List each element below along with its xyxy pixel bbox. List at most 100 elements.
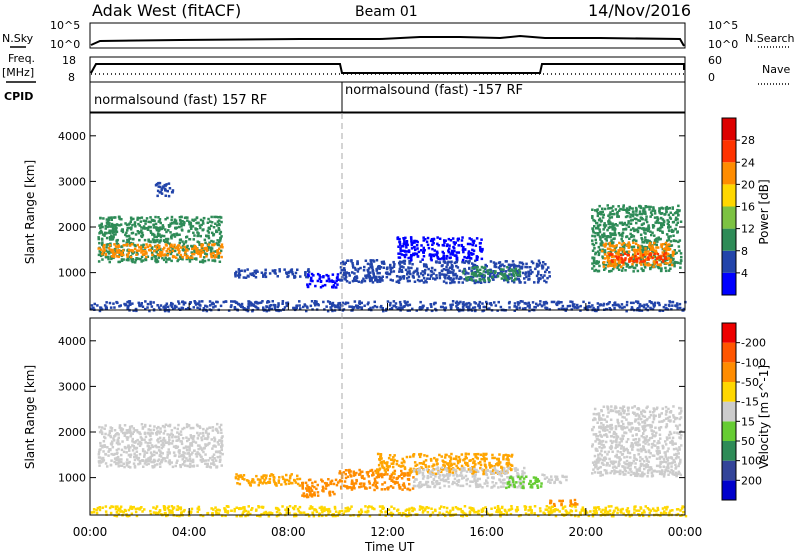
scatter-cell-5 [503,481,507,485]
scatter-cell-8 [679,266,682,269]
scatter-cell-1 [184,248,188,251]
scatter-cell-5 [386,266,389,269]
scatter-cell-6 [508,483,512,487]
scatter-cell-4 [393,458,396,462]
scatter-cell-4 [469,459,472,462]
scatter-cell-11 [449,303,452,307]
scatter-cell-1 [102,247,106,250]
scatter-cell-0 [176,459,179,462]
scatter-cell-0 [174,435,178,439]
scatter-cell-1 [197,250,201,253]
scatter-cell-1 [135,249,139,252]
scatter-cell-0 [162,234,166,238]
scatter-cell-6 [453,243,456,246]
scatter-cell-11 [507,302,511,305]
scatter-cell-0 [219,216,223,219]
scatter-cell-5 [401,275,404,278]
scatter-cell-0 [155,445,159,449]
scatter-cell-0 [141,427,145,430]
scatter-cell-9 [604,253,607,256]
scatter-cell-5 [509,273,513,276]
scatter-cell-0 [104,462,108,465]
scatter-cell-3 [293,276,296,279]
scatter-cell-5 [506,476,509,479]
scatter-cell-9 [639,246,642,250]
scatter-cell-0 [194,441,198,444]
scatter-cell-11 [164,304,167,307]
scatter-cell-0 [166,453,169,457]
scatter-cell-3 [363,482,366,485]
scatter-cell-8 [650,233,653,237]
scatter-cell-6 [445,257,448,260]
scatter-cell-0 [125,241,128,244]
scatter-cell-0 [121,440,124,443]
scatter-cell-6 [399,247,402,250]
scatter-cell-0 [123,433,126,436]
scatter-cell-0 [218,219,221,222]
scatter-cell-9 [620,248,624,251]
scatter-cell-6 [528,482,531,486]
scatter-cell-0 [218,455,222,458]
scatter-cell-5 [354,275,357,279]
scatter-cell-0 [156,238,159,242]
scatter-cell-11 [93,302,96,306]
scatter-cell-8 [629,215,632,219]
scatter-cell-0 [169,252,173,256]
scatter-cell-2 [336,481,340,484]
scatter-cell-8 [608,207,611,210]
scatter-cell-3 [402,474,406,478]
scatter-cell-8 [597,227,600,230]
scatter-cell-9 [631,262,634,266]
scatter-cell-0 [103,234,106,237]
scatter-cell-4 [509,468,513,472]
scatter-cell-5 [484,267,487,271]
scatter-cell-8 [639,216,643,219]
scatter-cell-0 [193,249,196,252]
scatter-cell-5 [525,275,528,279]
scatter-cell-3 [412,476,415,479]
scatter-cell-5 [522,471,525,475]
scatter-cell-3 [358,473,362,476]
scatter-cell-8 [671,207,674,210]
scatter-cell-2 [325,484,328,487]
scatter-cell-1 [205,248,208,251]
scatter-cell-0 [162,436,166,440]
scatter-cell-11 [565,307,568,311]
scatter-cell-0 [186,216,189,219]
scatter-cell-11 [579,304,582,308]
scatter-cell-0 [179,430,183,433]
scatter-cell-4 [321,284,324,288]
scatter-cell-5 [378,275,381,279]
scatter-cell-11 [167,310,170,313]
scatter-cell-0 [193,234,196,237]
scatter-cell-5 [351,264,355,267]
scatter-cell-8 [667,220,670,224]
scatter-cell-0 [189,460,192,463]
scatter-cell-8 [652,226,655,229]
scatter-cell-11 [467,306,471,309]
scatter-cell-8 [627,242,630,246]
scatter-cell-1 [145,252,148,255]
scatter-cell-4 [418,455,422,459]
scatter-cell-7 [483,266,487,269]
scatter-cell-8 [592,259,596,263]
scatter-cell-4 [393,454,396,457]
scatter-cell-1 [104,253,108,257]
scatter-cell-5 [454,469,457,472]
scatter-cell-4 [415,468,418,472]
scatter-cell-0 [154,257,157,261]
scatter-cell-0 [147,462,150,466]
scatter-cell-4 [507,458,510,461]
scatter-cell-1 [255,474,258,478]
scatter-cell-11 [632,301,635,305]
scatter-cell-5 [418,486,421,489]
scatter-cell-5 [374,279,377,282]
scatter-cell-11 [140,302,143,305]
scatter-cell-9 [667,257,670,260]
scatter-cell-2 [322,487,325,490]
scatter-cell-0 [166,451,169,454]
scatter-cell-5 [351,262,354,265]
scatter-cell-0 [154,226,157,229]
scatter-cell-11 [614,303,617,307]
scatter-cell-8 [668,263,671,267]
